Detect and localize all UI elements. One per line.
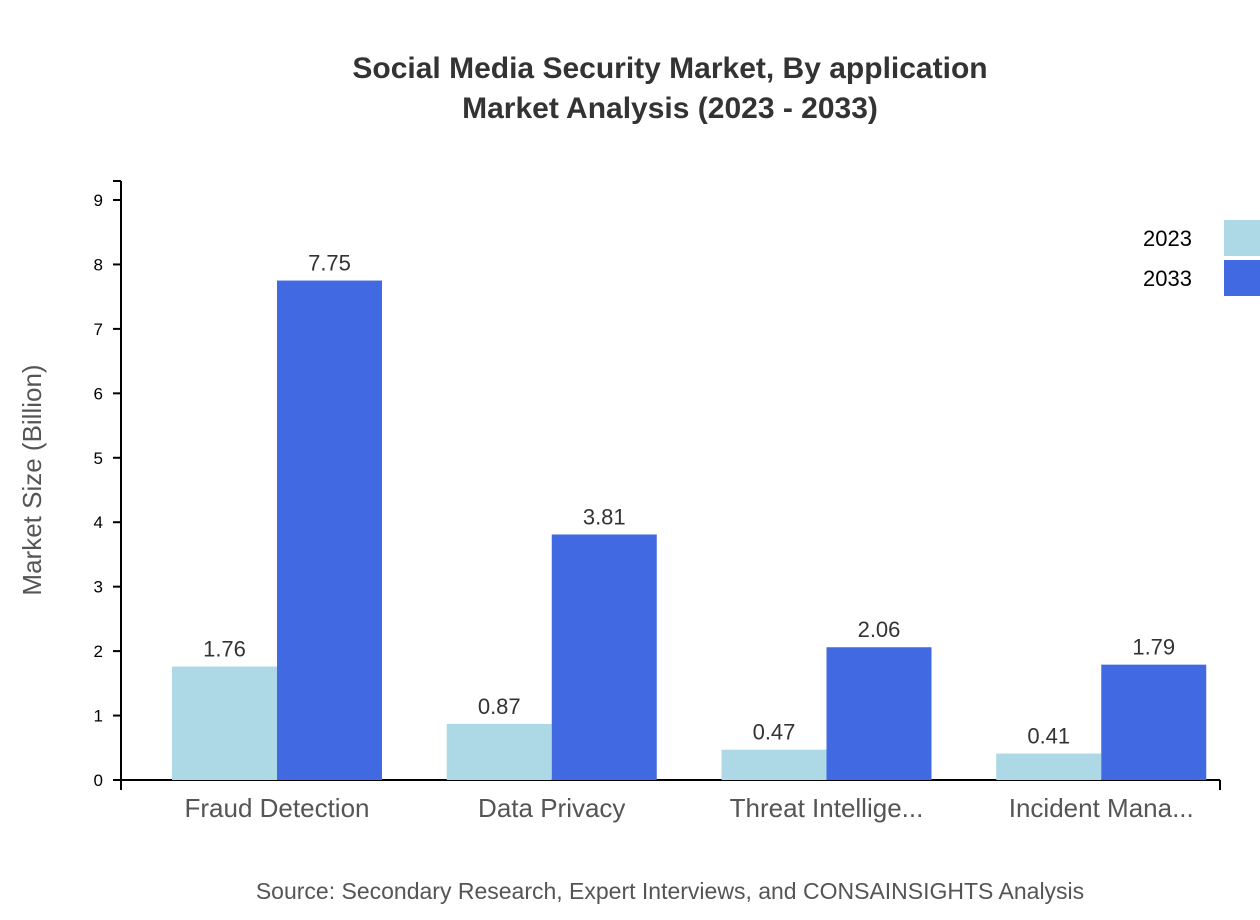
bar-2023	[996, 753, 1102, 780]
y-tick-label: 9	[94, 191, 103, 210]
legend-label: 2023	[1143, 226, 1192, 251]
x-tick-label: Fraud Detection	[185, 793, 370, 823]
bar-2033	[1101, 664, 1207, 780]
chart-title: Social Media Security Market, By applica…	[352, 52, 988, 85]
bar-2023	[721, 749, 827, 780]
legend-swatch	[1224, 220, 1260, 256]
data-label: 3.81	[583, 504, 626, 529]
bar-2033	[551, 534, 657, 780]
y-tick-label: 5	[94, 449, 103, 468]
data-label: 1.76	[203, 637, 246, 662]
y-tick-label: 2	[94, 642, 103, 661]
data-label: 7.75	[308, 251, 351, 276]
data-label: 2.06	[858, 617, 901, 642]
bar-2033	[277, 280, 382, 780]
y-tick-label: 6	[94, 384, 103, 403]
data-label: 1.79	[1132, 635, 1175, 660]
data-label: 0.87	[478, 694, 521, 719]
y-tick-label: 8	[94, 255, 103, 274]
chart-subtitle: Market Analysis (2023 - 2033)	[462, 92, 878, 125]
bar-2023	[446, 723, 552, 780]
data-label: 0.41	[1027, 724, 1070, 749]
legend-label: 2033	[1143, 266, 1192, 291]
y-tick-label: 4	[94, 513, 103, 532]
y-tick-label: 1	[94, 707, 103, 726]
source-note: Source: Secondary Research, Expert Inter…	[255, 878, 1085, 904]
y-tick-label: 0	[94, 771, 103, 790]
y-tick-label: 7	[94, 320, 103, 339]
bar-2033	[826, 647, 932, 780]
y-axis-label: Market Size (Billion)	[17, 364, 47, 595]
data-label: 0.47	[753, 720, 796, 745]
y-tick-label: 3	[94, 578, 103, 597]
bar-2023	[172, 666, 277, 780]
x-tick-label: Data Privacy	[478, 793, 625, 823]
x-tick-label: Incident Mana...	[1009, 793, 1194, 823]
legend-swatch	[1224, 260, 1260, 296]
x-tick-label: Threat Intellige...	[730, 793, 924, 823]
